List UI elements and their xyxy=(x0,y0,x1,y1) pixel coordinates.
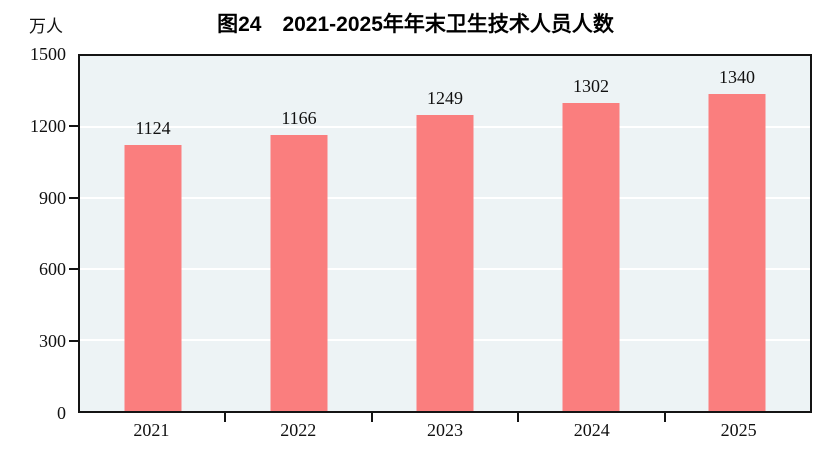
x-axis-tick-4 xyxy=(664,412,667,422)
y-axis-ticks xyxy=(69,54,78,413)
plot-area: 1124 1166 1249 1302 1340 xyxy=(78,54,812,413)
x-axis-label-2024: 2024 xyxy=(573,420,610,440)
y-axis-label-300: 300 xyxy=(39,331,66,352)
y-axis-label-1200: 1200 xyxy=(30,115,66,136)
value-label-2025: 1340 xyxy=(719,66,755,87)
bar-2021 xyxy=(124,145,182,411)
x-axis-tick-labels: 2021 2022 2023 2024 2025 xyxy=(78,421,812,445)
x-axis-tick-1 xyxy=(223,412,226,422)
x-axis-label-2023: 2023 xyxy=(427,420,463,440)
y-axis-label-0: 0 xyxy=(57,403,66,423)
bar-2022 xyxy=(270,135,328,411)
x-axis-ticks xyxy=(78,412,812,422)
chart-title: 图24 2021-2025年年末卫生技术人员人数 xyxy=(217,13,614,36)
y-axis-label-600: 600 xyxy=(39,259,66,280)
value-label-2024: 1302 xyxy=(573,75,609,96)
plot-inner: 1124 1166 1249 1302 1340 xyxy=(80,56,810,411)
bar-2024 xyxy=(562,102,620,411)
y-axis-unit-label: 万人 xyxy=(29,17,63,36)
x-axis-label-2021: 2021 xyxy=(133,420,170,440)
y-axis-tick-300 xyxy=(69,340,78,343)
x-axis-tick-2 xyxy=(370,412,373,422)
bar-2025 xyxy=(708,93,766,411)
y-axis-tick-1200 xyxy=(69,124,78,127)
y-axis-tick-labels: 0 300 600 900 1200 1500 xyxy=(0,45,66,422)
value-label-2023: 1249 xyxy=(427,88,463,109)
y-axis-tick-600 xyxy=(69,268,78,271)
value-label-2022: 1166 xyxy=(281,108,317,129)
x-axis-label-2025: 2025 xyxy=(720,420,757,440)
x-axis-label-2022: 2022 xyxy=(280,420,317,440)
bar-2023 xyxy=(416,115,474,411)
y-axis-tick-900 xyxy=(69,196,78,199)
y-axis-label-1500: 1500 xyxy=(30,44,66,64)
y-axis-label-900: 900 xyxy=(39,187,66,208)
x-axis-tick-3 xyxy=(517,412,520,422)
value-label-2021: 1124 xyxy=(135,118,171,138)
